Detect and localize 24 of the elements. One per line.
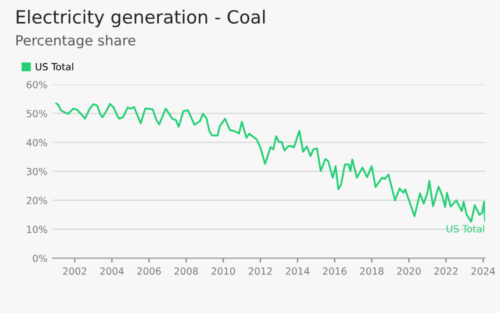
y-tick-label: 0% [32, 254, 48, 262]
x-tick-label: 2024 [471, 267, 495, 275]
text: US Total [446, 224, 484, 232]
x-tick-label: 2006 [137, 267, 161, 275]
x-tick-label: 2010 [212, 267, 235, 275]
x-tick-label: 2012 [248, 267, 272, 275]
y-tick-label: 20% [26, 196, 48, 204]
y-tick-label: 30% [26, 168, 48, 176]
x-tick-label: 2022 [434, 267, 458, 275]
x-tick-label: 2002 [63, 267, 86, 275]
x-tick-label: 2018 [360, 267, 384, 275]
legend-label: US Total [36, 62, 74, 70]
line-series [55, 102, 485, 223]
x-tick-label: 2016 [322, 267, 346, 275]
x-tick-label: 2004 [100, 267, 124, 275]
x-tick-label: 2014 [286, 267, 310, 275]
chart-subtitle: Percentage share [16, 34, 136, 48]
chart-title: Electricity generation - Coal [16, 10, 265, 28]
x-tick-label: 2020 [397, 267, 421, 275]
y-tick-label: 10% [27, 226, 48, 234]
y-tick-label: 50% [26, 110, 48, 118]
y-tick-label: 40% [26, 138, 48, 146]
y-tick-label: 60% [26, 80, 48, 88]
x-tick-label: 2008 [174, 267, 198, 275]
